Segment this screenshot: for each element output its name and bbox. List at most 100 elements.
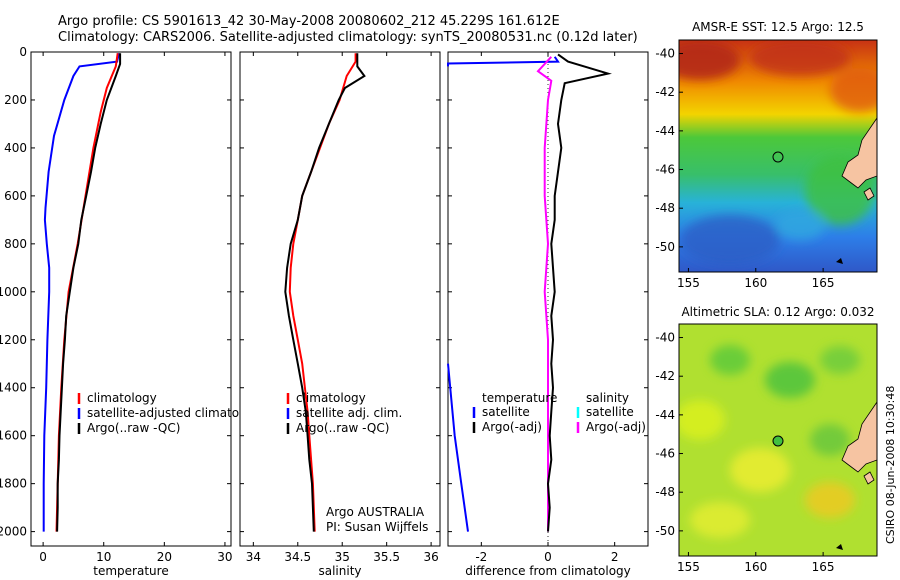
salinity-xtick-label: 34.5 (284, 550, 311, 564)
map-xtick-label: 155 (677, 276, 700, 290)
sla-float-marker (772, 435, 784, 447)
temperature-xtick-label: 10 (96, 550, 111, 564)
difference-legend-temperature-title: temperature (482, 391, 557, 405)
salinity-annotation: PI: Susan Wijffels (326, 520, 428, 534)
map-ytick-label: -46 (655, 447, 675, 461)
difference-legend-salinity-title: salinity (586, 391, 629, 405)
sla-map-image (679, 324, 877, 556)
sst-map-title: AMSR-E SST: 12.5 Argo: 12.5 (692, 20, 864, 34)
salinity-profile-panel: 34 34.5 35 35.5 36 salinity climatologysatelli… (239, 51, 441, 578)
map-ytick-label: -48 (655, 485, 675, 499)
sst-land-island (863, 187, 875, 201)
map-ytick-label: -46 (655, 163, 675, 177)
sla-high-patch (679, 400, 725, 440)
sst-map-axes: 155 160 165 -40 -42 -44 -46 -48 -50 (655, 47, 834, 290)
temperature-profile-panel: 0 10 20 30 temperature 0 200 400 600 800 1000 1200 1… (0, 45, 257, 578)
sla-high-patch (690, 502, 750, 538)
sla-low-patch (820, 346, 860, 374)
map-ytick-label: -48 (655, 201, 675, 215)
difference-xaxis-label: difference from climatology (465, 564, 631, 578)
difference-legend-item: satellite (482, 405, 530, 419)
difference-series-line (447, 56, 560, 67)
difference-xtick-label: -2 (475, 550, 487, 564)
salinity-xtick-label: 35.5 (373, 550, 400, 564)
salinity-annotation: Argo AUSTRALIA (326, 505, 425, 519)
sst-map-image (679, 40, 877, 272)
sla-land-island (863, 471, 875, 485)
sst-map-frame (678, 39, 878, 273)
temperature-ytick-label: 2000 (0, 525, 27, 539)
sst-land-new-zealand (841, 117, 877, 189)
credit-stamp: CSIRO 08-Jun-2008 10:30:48 (884, 386, 897, 544)
sst-warm-patch (679, 40, 740, 80)
temperature-legend-item: climatology (87, 391, 157, 405)
difference-legend-item: satellite (586, 405, 634, 419)
sla-high-patch (730, 448, 790, 492)
map-ytick-label: -42 (655, 85, 675, 99)
difference-xtick-label: 2 (611, 550, 619, 564)
map-ytick-label: -50 (655, 240, 675, 254)
temperature-ytick-label: 600 (4, 189, 27, 203)
salinity-legend-item: climatology (296, 391, 366, 405)
map-xtick-label: 155 (677, 560, 700, 574)
salinity-xaxis-label: salinity (318, 564, 361, 578)
figure-title-line2: Climatology: CARS2006. Satellite-adjuste… (58, 30, 638, 45)
difference-series-line (536, 56, 553, 532)
temperature-ytick-label: 800 (4, 237, 27, 251)
temperature-legend-item: satellite-adjusted climatolog (87, 406, 257, 420)
sst-warm-patch (830, 68, 877, 112)
temperature-xtick-label: 30 (217, 550, 232, 564)
difference-legend-item: Argo(-adj) (586, 420, 646, 434)
salinity-series-line (284, 53, 366, 532)
temperature-ytick-label: 0 (19, 45, 27, 59)
map-ytick-label: -44 (655, 124, 675, 138)
difference-series-line (447, 363, 469, 532)
map-ytick-label: -40 (655, 47, 675, 61)
temperature-ytick-label: 1200 (0, 333, 27, 347)
temperature-series-line (42, 52, 120, 532)
temperature-xtick-label: 20 (157, 550, 172, 564)
salinity-plot-frame (239, 51, 441, 547)
temperature-ytick-label: 1800 (0, 477, 27, 491)
sla-map-axes: 155 160 165 -40 -42 -44 -46 -48 -50 (655, 331, 834, 574)
temperature-ytick-label: 400 (4, 141, 27, 155)
map-xtick-label: 165 (812, 276, 835, 290)
temperature-xaxis-label: temperature (93, 564, 168, 578)
sla-land-new-zealand (841, 401, 877, 473)
sla-map-title: Altimetric SLA: 0.12 Argo: 0.032 (681, 305, 874, 319)
difference-xtick-label: 0 (544, 550, 552, 564)
temperature-ytick-label: 1400 (0, 381, 27, 395)
salinity-legend-item: satellite adj. clim. (296, 406, 402, 420)
sst-cool-patch (775, 210, 825, 240)
figure-title-line1: Argo profile: CS 5901613_42 30-May-2008 … (58, 14, 560, 29)
sst-float-marker (772, 151, 784, 163)
map-ytick-label: -44 (655, 408, 675, 422)
sst-warm-patch (750, 40, 850, 76)
map-ytick-label: -40 (655, 331, 675, 345)
temperature-legend-item: Argo(..raw -QC) (87, 421, 180, 435)
salinity-xtick-label: 36 (423, 550, 438, 564)
difference-legend-item: Argo(-adj) (482, 420, 542, 434)
map-xtick-label: 160 (744, 276, 767, 290)
sst-cool-patch (680, 215, 780, 265)
temperature-xtick-label: 0 (39, 550, 47, 564)
sla-low-patch (765, 362, 815, 398)
salinity-xtick-label: 34 (246, 550, 261, 564)
difference-series-line (546, 53, 612, 532)
sla-low-patch (710, 345, 750, 375)
temperature-series-line (56, 53, 122, 532)
temperature-ytick-label: 1600 (0, 429, 27, 443)
temperature-plot-frame (30, 51, 232, 547)
sla-high-patch (805, 482, 855, 518)
sst-land-small-island (836, 258, 843, 264)
map-ytick-label: -42 (655, 369, 675, 383)
salinity-xtick-label: 35 (335, 550, 350, 564)
sla-low-patch (810, 424, 850, 456)
temperature-ytick-label: 1000 (0, 285, 27, 299)
temperature-ytick-label: 200 (4, 93, 27, 107)
map-ytick-label: -50 (655, 524, 675, 538)
salinity-legend-item: Argo(..raw -QC) (296, 421, 389, 435)
map-xtick-label: 160 (744, 560, 767, 574)
